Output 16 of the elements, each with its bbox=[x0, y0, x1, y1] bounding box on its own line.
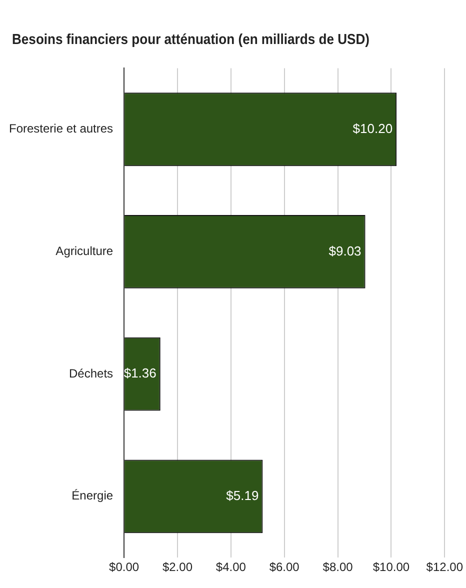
data-label: $10.20 bbox=[352, 120, 393, 136]
chart-title: Besoins financiers pour atténuation (en milliards de USD) bbox=[12, 32, 370, 48]
data-label: $5.19 bbox=[226, 488, 259, 504]
x-tick-label: $4.00 bbox=[216, 560, 246, 574]
data-label: $9.03 bbox=[328, 243, 362, 258]
y-tick-label: Foresterie et autres bbox=[9, 122, 114, 136]
x-tick-label: $12.00 bbox=[426, 560, 464, 574]
x-tick-label: $0.00 bbox=[109, 560, 140, 574]
x-tick-label: $6.00 bbox=[269, 560, 300, 574]
y-tick-label: Énergie bbox=[72, 488, 114, 503]
x-tick-label: $8.00 bbox=[322, 560, 354, 574]
data-label: $1.36 bbox=[124, 366, 156, 381]
y-tick-label: Déchets bbox=[69, 366, 114, 380]
x-tick-label: $2.00 bbox=[162, 560, 193, 574]
y-tick-label: Agriculture bbox=[56, 244, 114, 258]
x-tick-label: $10.00 bbox=[372, 560, 410, 574]
